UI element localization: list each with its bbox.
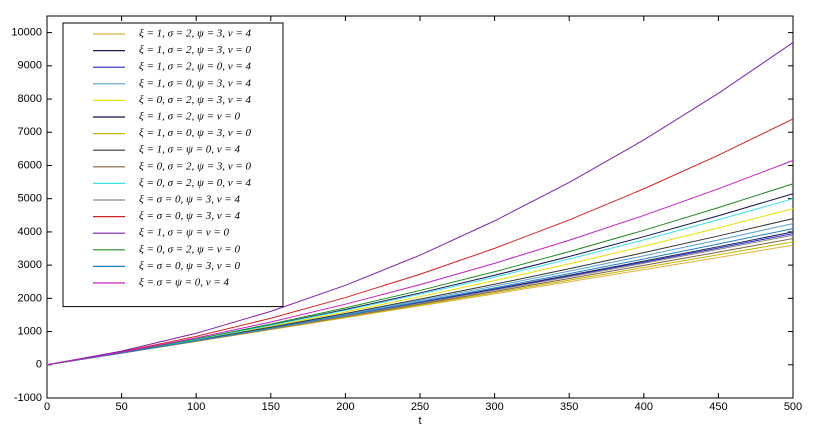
x-tick-label: 450: [709, 401, 727, 413]
y-tick-label: 2000: [18, 292, 42, 304]
x-tick-label: 400: [635, 401, 653, 413]
y-tick-label: 3000: [18, 259, 42, 271]
x-tick-label: 500: [784, 401, 802, 413]
series-line: [46, 42, 794, 366]
legend-label: ξ = σ = ψ = 0, ν = 4: [139, 277, 230, 289]
series-line: [46, 228, 794, 366]
legend-box: [62, 22, 284, 308]
legend-label: ξ = 1, σ = ψ = ν = 0: [139, 227, 230, 239]
x-tick-label: 250: [411, 401, 429, 413]
legend-label: ξ = 1, σ = 2, ψ = 0, ν = 4: [139, 61, 252, 73]
x-tick-label: 100: [187, 401, 205, 413]
legend-label: ξ = 1, σ = 2, ψ = ν = 0: [139, 111, 241, 123]
x-tick-label: 200: [336, 401, 354, 413]
x-tick-label: 300: [485, 401, 503, 413]
series-line: [46, 183, 794, 366]
legend-label: ξ = 1, σ = 2, ψ = 3, ν = 4: [139, 28, 252, 40]
series-line: [46, 118, 794, 366]
legend-label: ξ = 0, σ = 2, ψ = 0, ν = 4: [139, 177, 252, 189]
legend-label: ξ = σ = 0, ψ = 3, ν = 4: [139, 194, 241, 206]
legend-label: ξ = 1, σ = 0, ψ = 3, ν = 0: [139, 127, 252, 139]
y-tick-label: 9000: [18, 60, 42, 72]
y-tick-label: -1000: [14, 392, 42, 404]
legend-label: ξ = σ = 0, ψ = 3, ν = 0: [139, 260, 241, 272]
x-tick-label: 150: [262, 401, 280, 413]
legend-label: ξ = 0, σ = 2, ψ = ν = 0: [139, 243, 241, 255]
y-tick-label: 4000: [18, 226, 42, 238]
legend-label: ξ = 1, σ = 0, ψ = 3, ν = 4: [139, 77, 252, 89]
y-tick-label: 0: [36, 359, 42, 371]
legend-label: ξ = 0, σ = 2, ψ = 3, ν = 4: [139, 94, 252, 106]
y-tick-label: 8000: [18, 93, 42, 105]
y-tick-label: 6000: [18, 159, 42, 171]
x-tick-label: 0: [44, 401, 50, 413]
x-tick-label: 50: [115, 401, 127, 413]
legend-label: ξ = 0, σ = 2, ψ = 3, ν = 0: [139, 160, 252, 172]
x-tick-label: 350: [560, 401, 578, 413]
y-tick-label: 10000: [11, 27, 42, 39]
y-tick-label: 5000: [18, 193, 42, 205]
series-line: [46, 160, 794, 366]
legend: ξ = 1, σ = 2, ψ = 3, ν = 4 ξ = 1, σ = 2, …: [62, 22, 284, 308]
legend-label: ξ = 1, σ = ψ = 0, ν = 4: [139, 144, 241, 156]
x-axis-label: t: [418, 415, 421, 427]
legend-label: ξ = 1, σ = 2, ψ = 3, ν = 0: [139, 44, 252, 56]
y-tick-label: 1000: [18, 325, 42, 337]
legend-label: ξ = σ = 0, ψ = 3, ν = 4: [139, 210, 241, 222]
y-tick-label: 7000: [18, 126, 42, 138]
